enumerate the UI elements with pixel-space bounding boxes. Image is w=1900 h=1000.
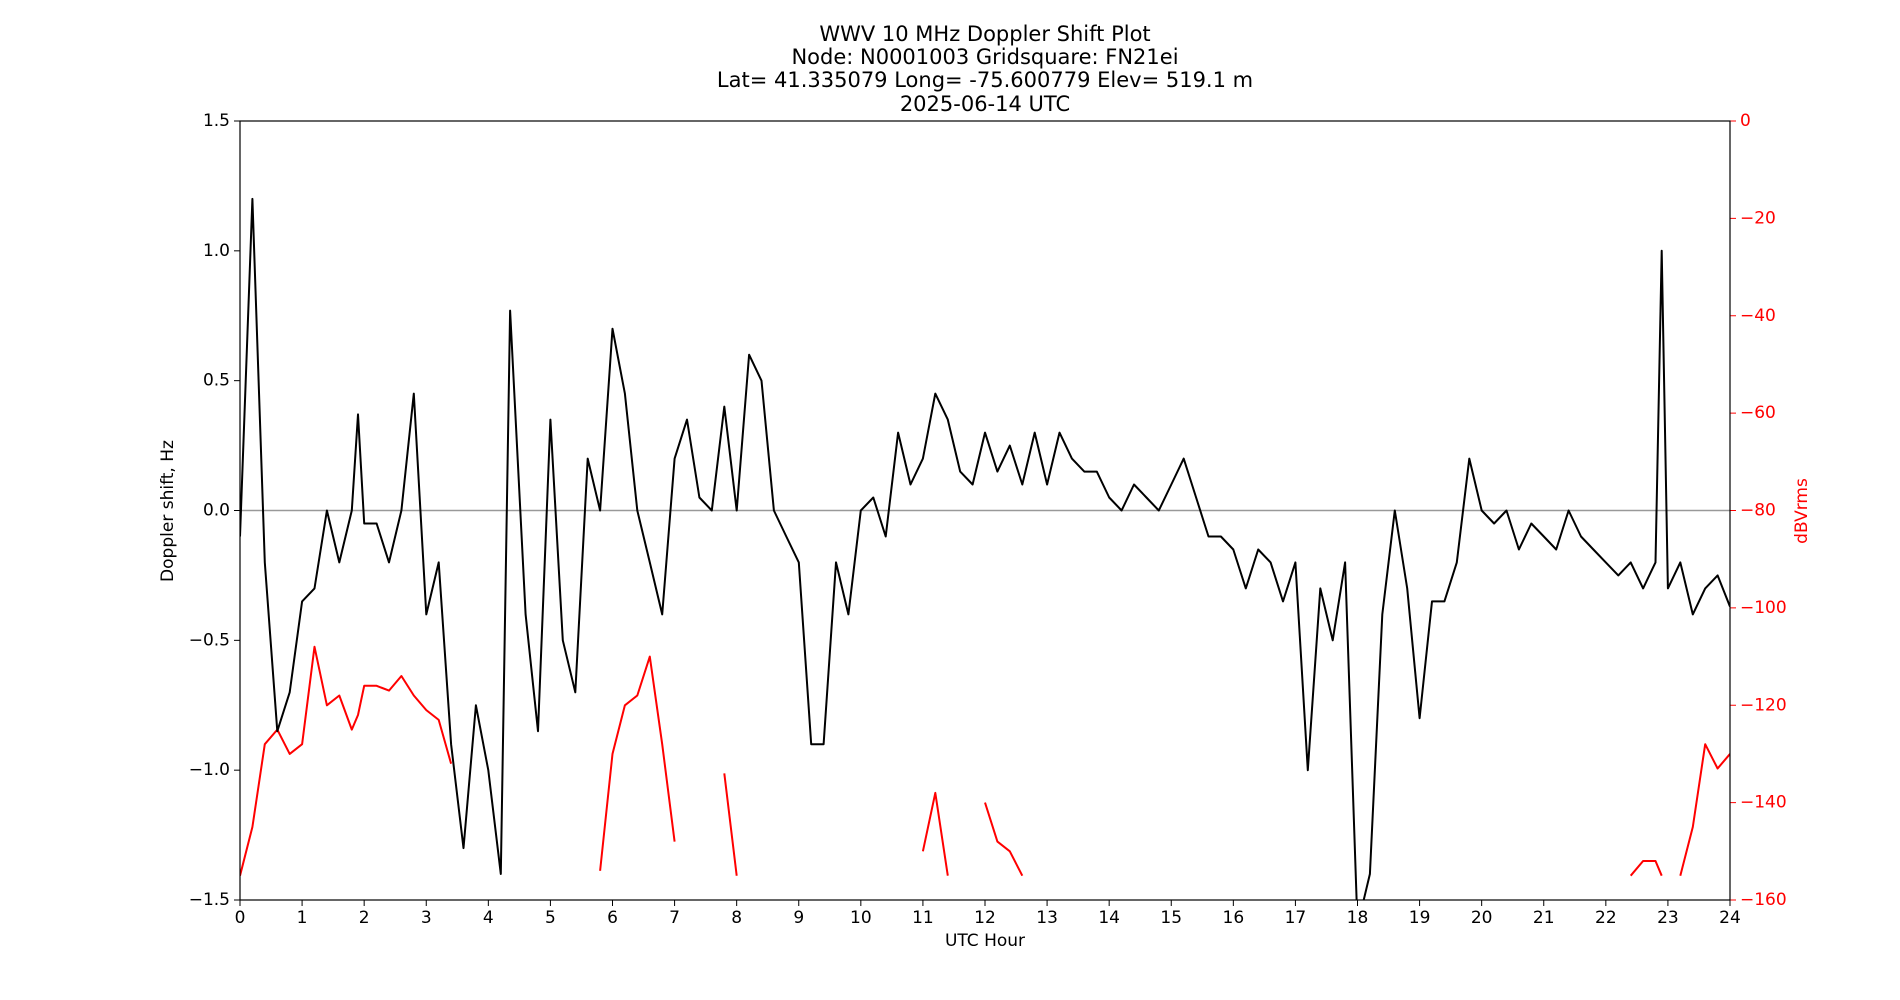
- y2-tick-label: −80: [1740, 501, 1776, 521]
- y2-axis-label: dBVrms: [1792, 478, 1812, 544]
- y-axis-label: Doppler shift, Hz: [158, 440, 178, 582]
- x-tick-label: 6: [607, 908, 618, 928]
- x-tick-label: 13: [1036, 908, 1058, 928]
- x-tick-label: 23: [1657, 908, 1679, 928]
- y-tick-label: −0.5: [189, 630, 230, 650]
- x-tick-label: 2: [359, 908, 370, 928]
- x-tick-label: 19: [1409, 908, 1431, 928]
- x-tick-label: 0: [235, 908, 246, 928]
- x-tick-label: 24: [1719, 908, 1741, 928]
- y-tick-label: 0.5: [203, 371, 230, 391]
- x-tick-label: 22: [1595, 908, 1617, 928]
- y2-tick-label: −140: [1740, 793, 1787, 813]
- y2-tick-label: −100: [1740, 598, 1787, 618]
- x-tick-label: 14: [1098, 908, 1120, 928]
- x-tick-label: 11: [912, 908, 934, 928]
- chart-subtitle: Lat= 41.335079 Long= -75.600779 Elev= 51…: [717, 68, 1253, 92]
- y2-tick-label: −20: [1740, 208, 1776, 228]
- x-tick-label: 10: [850, 908, 872, 928]
- y2-tick-label: −120: [1740, 695, 1787, 715]
- x-tick-label: 4: [483, 908, 494, 928]
- series-line: [240, 197, 1730, 900]
- y-tick-label: 1.5: [203, 111, 230, 131]
- x-tick-label: 1: [297, 908, 308, 928]
- x-tick-label: 21: [1533, 908, 1555, 928]
- y2-tick-label: −160: [1740, 890, 1787, 910]
- x-tick-label: 5: [545, 908, 556, 928]
- x-tick-label: 9: [793, 908, 804, 928]
- y-tick-label: −1.5: [189, 890, 230, 910]
- x-tick-label: 16: [1223, 908, 1245, 928]
- x-tick-label: 7: [669, 908, 680, 928]
- y2-tick-label: −60: [1740, 403, 1776, 423]
- x-tick-label: 8: [731, 908, 742, 928]
- y2-tick-label: 0: [1740, 111, 1751, 131]
- x-tick-label: 12: [974, 908, 996, 928]
- chart-title: WWV 10 MHz Doppler Shift Plot: [819, 22, 1150, 46]
- x-tick-label: 20: [1471, 908, 1493, 928]
- x-tick-label: 3: [421, 908, 432, 928]
- x-axis-label: UTC Hour: [945, 931, 1025, 951]
- x-tick-label: 15: [1160, 908, 1182, 928]
- x-tick-label: 17: [1285, 908, 1307, 928]
- y-tick-label: 1.0: [203, 241, 230, 261]
- x-tick-label: 18: [1347, 908, 1369, 928]
- y2-tick-label: −40: [1740, 306, 1776, 326]
- chart-subtitle: 2025-06-14 UTC: [900, 92, 1070, 116]
- y-tick-label: 0.0: [203, 501, 230, 521]
- plot-frame: [239, 120, 1731, 901]
- chart-subtitle: Node: N0001003 Gridsquare: FN21ei: [791, 45, 1178, 69]
- y-tick-label: −1.0: [189, 760, 230, 780]
- series-line: [240, 645, 1730, 877]
